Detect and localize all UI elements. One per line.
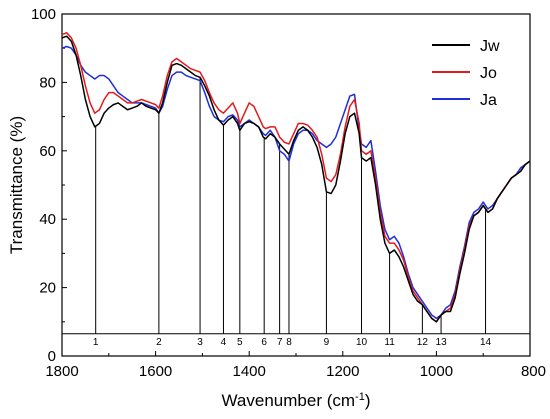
peak-markers: 1 2 3 4 5 6 7 8 9 10 11 12 13 14 xyxy=(93,77,492,348)
x-axis: 1800 1600 1400 1200 1000 800 xyxy=(45,351,546,380)
peak-label-13: 13 xyxy=(436,337,448,348)
y-tick-label: 0 xyxy=(48,348,56,365)
peak-label-10: 10 xyxy=(356,337,368,348)
y-axis: 0 20 40 60 80 100 xyxy=(31,6,67,365)
x-tick-label: 1600 xyxy=(139,363,172,380)
legend-label-ja: Ja xyxy=(480,92,497,109)
series-line-jo xyxy=(61,32,531,323)
peak-label-8: 8 xyxy=(286,337,292,348)
x-tick-label: 1200 xyxy=(326,363,359,380)
peak-label-3: 3 xyxy=(197,337,203,348)
legend-label-jw: Jw xyxy=(480,38,500,55)
x-axis-title-main: Wavenumber (cm xyxy=(222,391,356,410)
peak-label-1: 1 xyxy=(93,337,99,348)
peak-label-12: 12 xyxy=(417,337,429,348)
peak-label-2: 2 xyxy=(156,337,162,348)
legend-label-jo: Jo xyxy=(480,65,497,82)
peak-label-14: 14 xyxy=(480,337,492,348)
x-axis-title-superscript: -1 xyxy=(355,391,365,403)
peak-label-9: 9 xyxy=(324,337,330,348)
x-tick-label: 800 xyxy=(521,363,546,380)
peak-label-6: 6 xyxy=(261,337,267,348)
series-lines xyxy=(61,32,531,323)
y-axis-title: Transmittance (%) xyxy=(7,116,26,254)
y-tick-label: 80 xyxy=(39,74,56,91)
x-tick-label: 1400 xyxy=(233,363,266,380)
y-tick-label: 100 xyxy=(31,6,56,23)
y-tick-label: 40 xyxy=(39,211,56,228)
x-tick-label: 1000 xyxy=(420,363,453,380)
x-axis-title-end: ) xyxy=(365,391,371,410)
y-tick-label: 20 xyxy=(39,280,56,297)
plot-frame xyxy=(61,13,531,357)
x-axis-title: Wavenumber (cm-1) xyxy=(222,391,371,410)
legend: Jw Jo Ja xyxy=(432,38,500,109)
y-tick-label: 60 xyxy=(39,143,56,160)
peak-label-7: 7 xyxy=(277,337,283,348)
peak-label-5: 5 xyxy=(237,337,243,348)
peak-label-4: 4 xyxy=(221,337,227,348)
peak-label-11: 11 xyxy=(384,337,395,348)
series-line-jw xyxy=(61,35,531,323)
x-tick-label: 1800 xyxy=(45,363,78,380)
